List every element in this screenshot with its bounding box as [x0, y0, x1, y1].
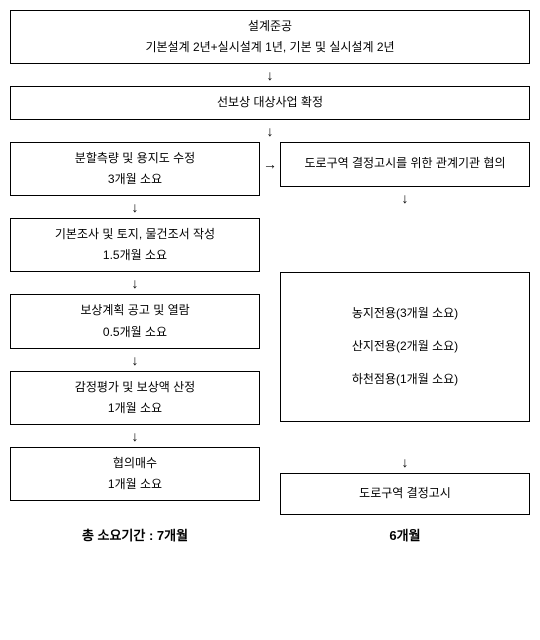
appraisal-duration: 1개월 소요 — [15, 399, 255, 418]
compensation-notice-duration: 0.5개월 소요 — [15, 323, 255, 342]
mountain-line: 산지전용(2개월 소요) — [285, 337, 525, 356]
arrow-down-icon: ↓ — [10, 120, 530, 142]
compensation-notice-title: 보상계획 공고 및 열람 — [15, 301, 255, 320]
road-zone-consult-box: 도로구역 결정고시를 위한 관계기관 협의 — [280, 142, 530, 187]
right-column: 도로구역 결정고시를 위한 관계기관 협의 ↓ 농지전용(3개월 소요) 산지전… — [280, 142, 530, 515]
design-completion-box: 설계준공 기본설계 2년+실시설계 1년, 기본 및 실시설계 2년 — [10, 10, 530, 64]
arrow-right-icon: → — [260, 142, 280, 187]
summary-row: 총 소요기간 : 7개월 6개월 — [10, 525, 530, 544]
basic-survey-title: 기본조사 및 토지, 물건조서 작성 — [15, 225, 255, 244]
survey-duration: 3개월 소요 — [15, 170, 255, 189]
negotiation-title: 협의매수 — [15, 454, 255, 473]
arrow-down-icon: ↓ — [10, 425, 260, 447]
arrow-down-icon: ↓ — [10, 349, 260, 371]
design-completion-title: 설계준공 — [15, 17, 525, 36]
appraisal-box: 감정평가 및 보상액 산정 1개월 소요 — [10, 371, 260, 425]
left-summary: 총 소요기간 : 7개월 — [10, 525, 260, 544]
project-confirmation-box: 선보상 대상사업 확정 — [10, 86, 530, 119]
basic-survey-box: 기본조사 및 토지, 물건조서 작성 1.5개월 소요 — [10, 218, 260, 272]
basic-survey-duration: 1.5개월 소요 — [15, 246, 255, 265]
river-line: 하천점용(1개월 소요) — [285, 370, 525, 389]
negotiation-duration: 1개월 소요 — [15, 475, 255, 494]
survey-title: 분할측량 및 용지도 수정 — [15, 149, 255, 168]
right-summary: 6개월 — [280, 525, 530, 544]
survey-box: 분할측량 및 용지도 수정 3개월 소요 — [10, 142, 260, 196]
appraisal-title: 감정평가 및 보상액 산정 — [15, 378, 255, 397]
arrow-down-icon: ↓ — [280, 187, 530, 209]
left-column: 분할측량 및 용지도 수정 3개월 소요 ↓ 기본조사 및 토지, 물건조서 작… — [10, 142, 260, 515]
negotiation-box: 협의매수 1개월 소요 — [10, 447, 260, 501]
compensation-notice-box: 보상계획 공고 및 열람 0.5개월 소요 — [10, 294, 260, 348]
land-use-box: 농지전용(3개월 소요) 산지전용(2개월 소요) 하천점용(1개월 소요) — [280, 272, 530, 422]
arrow-down-icon: ↓ — [10, 64, 530, 86]
arrow-down-icon: ↓ — [10, 196, 260, 218]
arrow-down-icon: ↓ — [280, 451, 530, 473]
road-zone-decision-box: 도로구역 결정고시 — [280, 473, 530, 515]
arrow-down-icon: ↓ — [10, 272, 260, 294]
farmland-line: 농지전용(3개월 소요) — [285, 304, 525, 323]
columns-row: 분할측량 및 용지도 수정 3개월 소요 ↓ 기본조사 및 토지, 물건조서 작… — [10, 142, 530, 515]
design-completion-subtitle: 기본설계 2년+실시설계 1년, 기본 및 실시설계 2년 — [15, 38, 525, 57]
